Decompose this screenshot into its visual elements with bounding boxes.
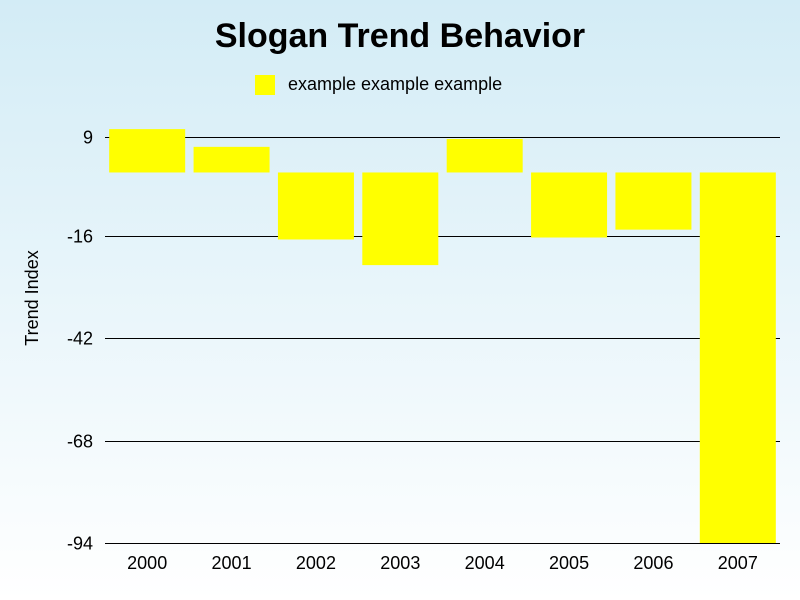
bar — [446, 138, 523, 173]
bar — [615, 172, 692, 230]
x-tick-label: 2007 — [718, 553, 758, 573]
x-tick-label: 2006 — [633, 553, 673, 573]
bar — [109, 129, 186, 173]
x-tick-label: 2005 — [549, 553, 589, 573]
y-tick-labels: 9 -16 -42 -68 -94 — [67, 128, 93, 554]
y-tick-label: 9 — [83, 128, 93, 148]
x-tick-label: 2000 — [127, 553, 167, 573]
y-tick-label: -42 — [67, 329, 93, 349]
y-tick-label: -16 — [67, 227, 93, 247]
x-tick-label: 2004 — [465, 553, 505, 573]
x-tick-label: 2002 — [296, 553, 336, 573]
chart-title: Slogan Trend Behavior — [215, 17, 585, 55]
x-tick-label: 2001 — [212, 553, 252, 573]
bar — [362, 172, 439, 266]
gridlines — [105, 137, 780, 544]
legend-swatch — [255, 75, 275, 95]
y-axis-label: Trend Index — [22, 250, 42, 345]
bar — [531, 172, 608, 238]
x-tick-labels: 2000 2001 2002 2003 2004 2005 2006 2007 — [127, 553, 758, 573]
x-tick-label: 2003 — [380, 553, 420, 573]
legend-label: example example example — [288, 74, 502, 94]
y-tick-label: -68 — [67, 432, 93, 452]
bar — [193, 146, 270, 173]
bar — [699, 172, 776, 544]
bars — [109, 129, 776, 544]
y-tick-label: -94 — [67, 534, 93, 554]
bar — [277, 172, 354, 240]
legend: example example example — [255, 74, 502, 95]
